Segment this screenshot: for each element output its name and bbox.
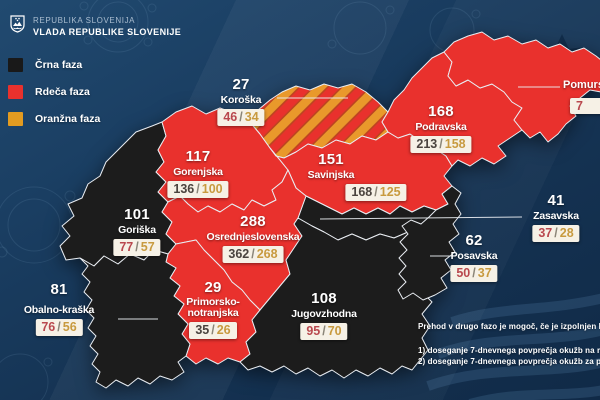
region-value-box: 35/26 — [189, 322, 237, 339]
orange-phase-swatch — [8, 112, 23, 126]
region-total: 29 — [204, 279, 222, 296]
criteria-item-2: 2) doseganje 7-dnevnega povprečja okužb … — [418, 357, 600, 366]
legend-label: Črna faza — [35, 59, 83, 71]
red-phase-swatch — [8, 85, 23, 99]
region-label-posavska: 62 Posavska 50/37 — [450, 232, 498, 283]
region-value-box: 213/158 — [410, 136, 472, 153]
region-total: 151 — [318, 151, 344, 168]
region-name: Goriška — [118, 224, 156, 237]
region-name: Posavska — [450, 250, 498, 263]
region-label-primorsko-notranjska: 29 Primorsko-notranjska 35/26 — [174, 279, 252, 340]
region-total: 81 — [50, 281, 68, 298]
region-label-osrednjeslovenska: 288 Osrednjeslovenska 362/268 — [207, 213, 300, 264]
region-name: Savinjska — [307, 169, 355, 182]
region-total: 41 — [547, 192, 565, 209]
republic-title: REPUBLIKA SLOVENIJA — [33, 16, 136, 25]
legend-item-orange-phase: Oranžna faza — [8, 112, 100, 126]
leader-line-zasavska — [319, 216, 523, 220]
wave-decorations — [426, 293, 600, 400]
region-name-pomurska: Pomurska — [563, 79, 600, 91]
region-label-gorenjska: 117 Gorenjska 136/100 — [167, 148, 229, 199]
legend-item-black-phase: Črna faza — [8, 58, 100, 72]
region-total: 288 — [240, 213, 266, 230]
government-header: REPUBLIKA SLOVENIJA VLADA REPUBLIKE SLOV… — [10, 15, 181, 37]
legend-label: Oranžna faza — [35, 113, 101, 125]
region-total: 27 — [232, 76, 250, 93]
region-total: 101 — [124, 206, 150, 223]
region-value-box: 168/125 — [345, 184, 407, 201]
region-value-box: 77/57 — [113, 239, 161, 256]
government-title: VLADA REPUBLIKE SLOVENIJE — [33, 27, 182, 37]
region-name: Zasavska — [533, 210, 579, 223]
region-total: 62 — [465, 232, 483, 249]
criteria-intro-text: Prehod v drugo fazo je mogoč, če je izpo… — [418, 322, 600, 331]
phase-legend: Črna faza Rdeča faza Oranžna faza — [8, 58, 100, 139]
region-name: Jugovzhodna — [291, 308, 357, 321]
region-name: Gorenjska — [173, 166, 223, 179]
region-value-box-pomurska: 7 — [570, 98, 600, 114]
region-name: Obalno-kraška — [23, 304, 95, 317]
region-total: 108 — [311, 290, 337, 307]
region-name: Primorsko-notranjska — [186, 296, 240, 320]
region-label-koroska: 27 Koroška 46/34 — [217, 76, 265, 127]
region-value-box: 50/37 — [450, 265, 498, 282]
region-value-box: 46/34 — [217, 109, 265, 126]
legend-item-red-phase: Rdeča faza — [8, 85, 100, 99]
region-value-box: 362/268 — [222, 246, 284, 263]
region-label-goriska: 101 Goriška 77/57 — [113, 206, 161, 257]
criteria-item-1: 1) doseganje 7-dnevnega povprečja okužb … — [418, 346, 600, 355]
region-label-savinjska: 151 Savinjska 168/125 — [255, 151, 407, 202]
black-phase-swatch — [8, 58, 23, 72]
slovenia-coat-of-arms-icon — [10, 15, 25, 33]
region-label-podravska: 168 Podravska 213/158 — [410, 103, 472, 154]
leader-lines — [118, 86, 560, 320]
region-name: Koroška — [220, 94, 262, 107]
region-total: 117 — [185, 148, 211, 165]
region-name: Podravska — [415, 121, 467, 134]
region-label-zasavska: 41 Zasavska 37/28 — [532, 192, 580, 243]
region-shape-posavska — [397, 185, 462, 301]
region-label-jugovzhodna: 108 Jugovzhodna 95/70 — [291, 290, 357, 341]
region-value-box: 76/56 — [35, 319, 83, 336]
legend-label: Rdeča faza — [35, 86, 90, 98]
region-value-box: 37/28 — [532, 225, 580, 242]
region-name: Osrednjeslovenska — [206, 231, 300, 244]
region-label-obalno-kraska: 81 Obalno-kraška 76/56 — [24, 281, 94, 337]
region-total: 168 — [428, 103, 454, 120]
region-value-box: 136/100 — [167, 181, 229, 198]
region-value-box: 95/70 — [300, 323, 348, 340]
